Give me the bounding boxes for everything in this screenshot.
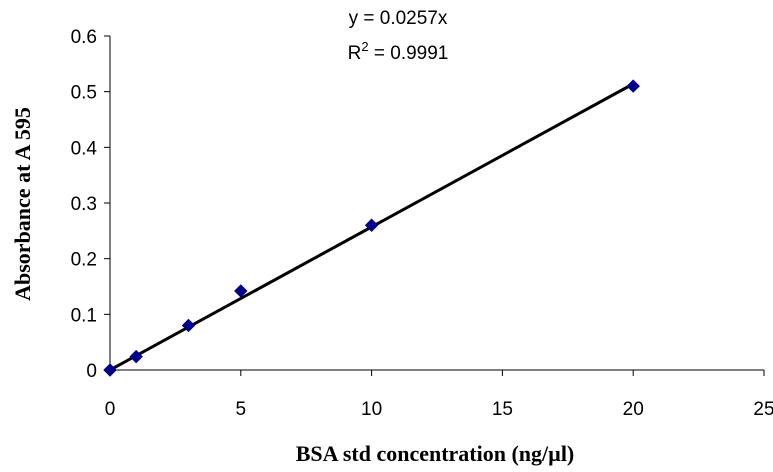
x-tick-label: 20 [623,399,644,420]
y-tick-label: 0.3 [71,194,97,215]
y-tick-label: 0.2 [71,250,97,271]
x-tick-label: 0 [105,399,116,420]
data-point [234,284,248,298]
y-tick-label: 0.1 [71,305,97,326]
x-axis-ticks: 0 5 10 15 20 25 [105,370,773,420]
x-tick-label: 10 [361,399,382,420]
y-tick-label: 0.5 [71,83,97,104]
y-axis-title: Absorbance at A 595 [10,107,35,301]
data-point [103,363,117,377]
data-point [626,79,640,93]
data-point [364,218,379,232]
trendline-r-squared: R2 = 0.9991 [348,39,449,64]
y-tick-label: 0 [86,361,97,382]
x-tick-label: 25 [753,399,773,420]
y-tick-label: 0.4 [71,138,98,159]
data-point [181,318,196,333]
y-tick-label: 0.6 [71,27,97,48]
data-point [129,349,143,364]
x-axis-title: BSA std concentration (ng/µl) [296,441,575,466]
y-axis-ticks: 0 0.1 0.2 0.3 0.4 0.5 0.6 [71,27,110,382]
trendline-equation: y = 0.0257x [349,8,448,29]
x-tick-label: 5 [236,399,247,420]
x-tick-label: 15 [492,399,513,420]
data-points [103,79,640,377]
